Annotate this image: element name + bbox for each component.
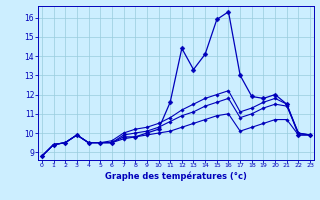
- X-axis label: Graphe des températures (°c): Graphe des températures (°c): [105, 171, 247, 181]
